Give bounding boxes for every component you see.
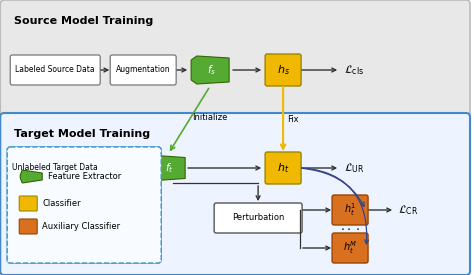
Text: $\mathcal{L}_{\mathrm{CR}}$: $\mathcal{L}_{\mathrm{CR}}$	[398, 203, 419, 217]
FancyBboxPatch shape	[7, 147, 161, 263]
Text: $h_t^M$: $h_t^M$	[343, 240, 357, 256]
Text: Labeled Source Data: Labeled Source Data	[16, 65, 95, 75]
Text: Target Model Training: Target Model Training	[14, 129, 150, 139]
Text: $\cdot\cdot\cdot$: $\cdot\cdot\cdot$	[340, 222, 360, 235]
Text: Classifier: Classifier	[42, 199, 81, 208]
FancyBboxPatch shape	[0, 113, 470, 275]
Text: Fix: Fix	[287, 114, 299, 123]
FancyBboxPatch shape	[332, 195, 368, 225]
Text: Augmentation: Augmentation	[116, 65, 171, 75]
FancyBboxPatch shape	[19, 196, 37, 211]
Polygon shape	[20, 170, 42, 183]
Text: Feature Extractor: Feature Extractor	[48, 172, 121, 181]
Polygon shape	[191, 56, 229, 84]
Text: $h_t^1$: $h_t^1$	[344, 202, 356, 218]
FancyBboxPatch shape	[332, 233, 368, 263]
FancyBboxPatch shape	[19, 219, 37, 234]
Text: Perturbation: Perturbation	[232, 213, 284, 222]
FancyBboxPatch shape	[214, 203, 302, 233]
Text: Auxiliary Classifier: Auxiliary Classifier	[42, 222, 120, 231]
FancyBboxPatch shape	[10, 55, 100, 85]
FancyBboxPatch shape	[10, 153, 100, 183]
Text: $h_s$: $h_s$	[277, 63, 290, 77]
Text: Unlabeled Target Data: Unlabeled Target Data	[12, 164, 98, 172]
Text: Initialize: Initialize	[192, 114, 228, 122]
Text: Source Model Training: Source Model Training	[14, 16, 154, 26]
Text: $f_s$: $f_s$	[208, 63, 217, 77]
Text: $h_t$: $h_t$	[277, 161, 289, 175]
Text: $f_t$: $f_t$	[165, 161, 173, 175]
FancyBboxPatch shape	[265, 54, 301, 86]
FancyBboxPatch shape	[110, 55, 176, 85]
FancyBboxPatch shape	[7, 147, 161, 263]
FancyBboxPatch shape	[0, 0, 470, 118]
Text: $\mathcal{L}_{\mathrm{UR}}$: $\mathcal{L}_{\mathrm{UR}}$	[344, 161, 365, 175]
Polygon shape	[151, 155, 185, 180]
FancyBboxPatch shape	[265, 152, 301, 184]
Text: $\mathcal{L}_{\mathrm{cls}}$: $\mathcal{L}_{\mathrm{cls}}$	[344, 63, 364, 77]
